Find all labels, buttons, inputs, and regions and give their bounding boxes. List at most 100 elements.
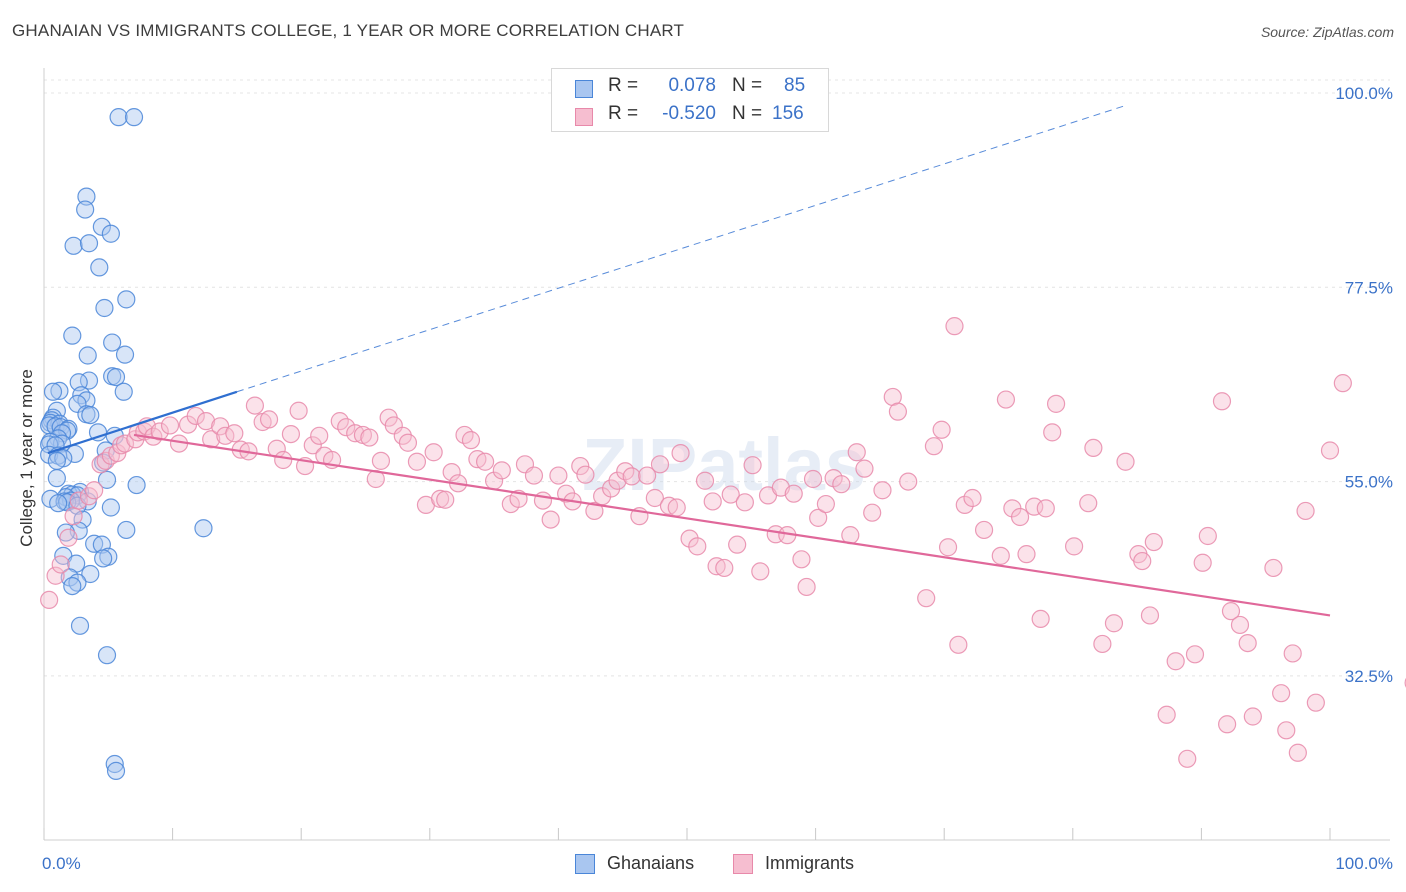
- y-tick-label: 32.5%: [1345, 667, 1393, 686]
- ghanaian-point: [94, 549, 113, 568]
- immigrant-point: [924, 437, 944, 456]
- ghanaian-point: [70, 616, 90, 635]
- immigrant-point: [899, 472, 918, 491]
- immigrant-point: [932, 420, 951, 439]
- x-tick-label-min: 0.0%: [42, 854, 81, 873]
- immigrant-point: [442, 462, 461, 482]
- immigrant-point: [524, 466, 544, 485]
- immigrant-point: [751, 562, 770, 581]
- immigrant-point: [1283, 644, 1302, 663]
- immigrant-point: [430, 489, 450, 508]
- immigrant-point: [46, 566, 65, 585]
- ghanaian-point: [97, 646, 117, 665]
- immigrant-point: [1277, 721, 1296, 740]
- immigrant-point: [1144, 532, 1163, 552]
- immigrant-point: [917, 589, 936, 608]
- immigrant-point: [715, 558, 734, 578]
- legend-n-label: N =: [732, 75, 763, 96]
- immigrant-point: [115, 434, 135, 453]
- immigrant-point: [571, 456, 590, 476]
- immigrant-point: [1046, 394, 1066, 413]
- immigrant-point: [150, 422, 169, 441]
- immigrant-point: [1272, 684, 1291, 703]
- ghanaian-point: [109, 108, 128, 127]
- legend-row-ghanaians: R = 0.078 N = 85: [552, 75, 828, 103]
- immigrant-point: [1043, 423, 1062, 442]
- ghanaian-point: [68, 573, 87, 592]
- ghanaian-point: [79, 234, 99, 253]
- immigrant-point: [51, 555, 70, 574]
- immigrant-point: [585, 501, 604, 521]
- legend-row-immigrants: R = -0.520 N = 156: [552, 103, 828, 131]
- legend-r-value: -0.520: [662, 103, 716, 124]
- ghanaian-point: [77, 187, 96, 206]
- immigrant-point: [735, 493, 754, 512]
- immigrant-point: [1084, 438, 1103, 458]
- immigrant-point: [59, 528, 78, 547]
- immigrant-point: [1264, 558, 1283, 578]
- legend-r-value: 0.078: [668, 75, 716, 96]
- ghanaian-point: [101, 498, 120, 517]
- immigrant-point: [360, 428, 379, 447]
- immigrant-point: [549, 466, 568, 485]
- immigrant-point: [1218, 715, 1237, 734]
- immigrant-point: [303, 436, 322, 455]
- immigrants-swatch: [733, 854, 753, 874]
- ghanaian-point: [43, 382, 63, 401]
- immigrant-point: [671, 443, 690, 463]
- immigrants-label: Immigrants: [765, 853, 855, 873]
- y-axis-label: College, 1 year or more: [17, 369, 36, 547]
- immigrant-point: [1306, 693, 1325, 712]
- immigrant-point: [996, 390, 1016, 409]
- ghanaian-point: [68, 394, 87, 413]
- immigrant-point: [1140, 606, 1160, 625]
- immigrant-point: [576, 465, 595, 484]
- immigrant-point: [384, 416, 403, 435]
- ghanaian-point: [101, 224, 120, 243]
- immigrant-point: [1064, 537, 1084, 556]
- source-credit: Source: ZipAtlas.com: [1260, 24, 1394, 40]
- bottom-legend-ghanaians[interactable]: Ghanaians: [575, 852, 715, 876]
- immigrant-point: [1296, 501, 1315, 521]
- immigrant-point: [645, 488, 664, 508]
- immigrant-point: [1212, 392, 1232, 411]
- immigrant-point: [407, 452, 427, 471]
- immigrant-point: [955, 495, 974, 515]
- immigrant-point: [1185, 645, 1205, 664]
- immigrant-point: [945, 317, 964, 336]
- immigrant-point: [809, 508, 828, 527]
- immigrant-point: [803, 469, 823, 489]
- immigrant-point: [622, 467, 641, 486]
- ghanaian-point: [47, 469, 66, 488]
- y-tick-labels: 32.5% 55.0% 77.5% 100.0%: [1335, 84, 1393, 686]
- immigrant-point: [1104, 614, 1124, 633]
- immigrant-point: [1333, 374, 1352, 393]
- immigrant-point: [832, 475, 851, 494]
- immigrant-point: [784, 484, 803, 503]
- ghanaian-point: [127, 475, 146, 495]
- immigrant-point: [160, 416, 180, 435]
- immigrant-point: [281, 424, 301, 444]
- immigrant-point: [707, 557, 726, 576]
- immigrant-point: [650, 455, 670, 474]
- bottom-legend-immigrants[interactable]: Immigrants: [733, 852, 883, 876]
- immigrant-point: [186, 406, 205, 426]
- ghanaian-point: [95, 298, 114, 318]
- ghanaian-point: [81, 564, 100, 584]
- ghanaians-swatch: [575, 854, 595, 874]
- legend-swatch-pink: [575, 108, 593, 126]
- immigrant-point: [1157, 705, 1176, 724]
- immigrant-point: [310, 426, 329, 445]
- ghanaian-point: [106, 761, 126, 781]
- ghanaian-point: [56, 523, 75, 542]
- ghanaian-point: [50, 381, 69, 401]
- correlation-legend: R = 0.078 N = 85 R = -0.520 N = 156: [551, 68, 829, 132]
- immigrant-point: [688, 537, 707, 556]
- immigrant-point: [424, 443, 443, 462]
- ghanaian-point: [114, 382, 133, 401]
- immigrant-point: [888, 402, 908, 421]
- ghanaian-point: [117, 520, 136, 540]
- ghanaian-point: [92, 217, 111, 236]
- immigrant-point: [974, 520, 994, 540]
- immigrant-point: [1133, 551, 1152, 571]
